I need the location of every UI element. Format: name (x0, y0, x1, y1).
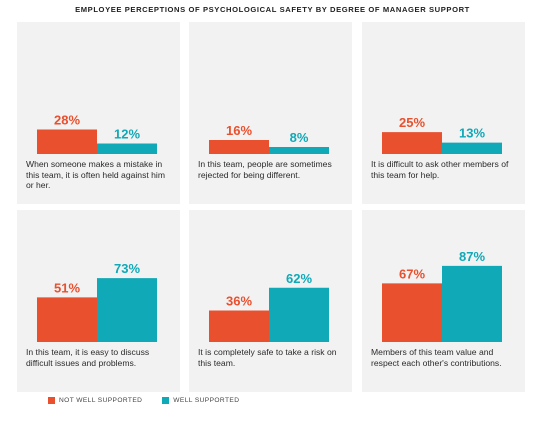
legend: NOT WELL SUPPORTED WELL SUPPORTED (48, 397, 259, 404)
bar-well-supported (442, 142, 502, 154)
legend-label-well-supported: WELL SUPPORTED (173, 397, 240, 404)
data-label-not-well-supported: 28% (54, 113, 80, 128)
panel-caption: It is difficult to ask other members of … (371, 159, 509, 180)
data-label-well-supported: 73% (114, 261, 140, 276)
legend-swatch-well-supported (162, 397, 170, 404)
bar-well-supported (442, 265, 502, 342)
chart-panel: 16% 8% In this team, people are sometimes … (189, 22, 352, 204)
panel-bars: 51% 73% (37, 261, 157, 342)
panel-caption: In this team, it is easy to discuss diff… (26, 347, 150, 368)
panel-caption: In this team, people are sometimes rejec… (198, 159, 332, 180)
data-label-well-supported: 8% (290, 130, 309, 145)
legend-swatch-not-well-supported (48, 397, 55, 404)
chart-panel: 28% 12% When someone makes a mistake in th… (17, 22, 180, 204)
bar-not-well-supported (209, 310, 269, 342)
bar-not-well-supported (37, 129, 97, 154)
panel-bars: 16% 8% (209, 123, 329, 154)
bar-not-well-supported (382, 283, 442, 342)
data-label-not-well-supported: 67% (399, 266, 425, 281)
panel-caption: It is completely safe to take a risk on … (198, 347, 337, 368)
bar-well-supported (97, 143, 157, 154)
bar-well-supported (269, 147, 329, 154)
chart-title: EMPLOYEE PERCEPTIONS OF PSYCHOLOGICAL SA… (75, 5, 470, 14)
chart-panel: 67% 87% Members of this team value and res… (362, 210, 525, 392)
data-label-well-supported: 13% (459, 126, 485, 141)
data-label-not-well-supported: 16% (226, 123, 252, 138)
panel-bars: 67% 87% (382, 249, 502, 342)
chart-panel: 25% 13% It is difficult to ask other membe… (362, 22, 525, 204)
panel-bars: 25% 13% (382, 115, 502, 154)
data-label-well-supported: 12% (114, 127, 140, 142)
chart-panel: 51% 73% In this team, it is easy to discus… (17, 210, 180, 392)
data-label-not-well-supported: 36% (226, 294, 252, 309)
panel-caption: When someone makes a mistake in this tea… (26, 159, 166, 191)
data-label-well-supported: 87% (459, 249, 485, 264)
panel-bars: 28% 12% (37, 113, 157, 154)
bar-well-supported (269, 287, 329, 342)
data-label-not-well-supported: 25% (399, 115, 425, 130)
chart-panel: 36% 62% It is completely safe to take a ri… (189, 210, 352, 392)
data-label-well-supported: 62% (286, 271, 312, 286)
panel-caption: Members of this team value and respect e… (371, 347, 502, 368)
legend-label-not-well-supported: NOT WELL SUPPORTED (59, 397, 143, 404)
panel-bars: 36% 62% (209, 271, 329, 342)
bar-not-well-supported (209, 140, 269, 154)
bar-well-supported (97, 278, 157, 342)
data-label-not-well-supported: 51% (54, 280, 80, 295)
bar-not-well-supported (37, 297, 97, 342)
bar-not-well-supported (382, 132, 442, 154)
